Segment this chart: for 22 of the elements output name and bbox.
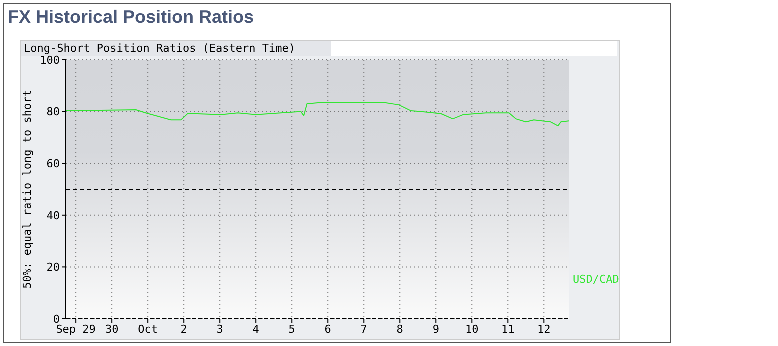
text: USD/CAD bbox=[573, 273, 620, 286]
x-tick-label: 3 bbox=[216, 322, 224, 336]
x-tick-label: 30 bbox=[105, 322, 119, 336]
chart-title: FX Historical Position Ratios bbox=[8, 7, 254, 28]
x-tick-label: 7 bbox=[360, 322, 368, 336]
x-tick-label: Oct bbox=[138, 322, 158, 336]
y-tick-label: 60 bbox=[46, 158, 60, 171]
x-tick-label: 11 bbox=[502, 322, 515, 336]
y-tick-label: 40 bbox=[46, 209, 60, 222]
x-tick-label: 12 bbox=[538, 322, 551, 336]
x-tick-label: 10 bbox=[466, 322, 479, 336]
x-tick-label: 9 bbox=[432, 322, 440, 336]
y-tick-label: 80 bbox=[46, 106, 60, 119]
x-tick-label: 4 bbox=[252, 322, 260, 336]
x-tick-label: 2 bbox=[180, 322, 188, 336]
chart-subtitle: Long-Short Position Ratios (Eastern Time) bbox=[24, 42, 296, 55]
y-tick-label: 100 bbox=[40, 54, 60, 67]
x-tick-label: 5 bbox=[288, 322, 296, 336]
x-tick-label: 6 bbox=[324, 322, 332, 336]
x-tick-label: 8 bbox=[396, 322, 404, 336]
y-tick-label: 20 bbox=[46, 261, 60, 274]
y-axis-title: 50%: equal ratio long to short bbox=[20, 90, 34, 289]
